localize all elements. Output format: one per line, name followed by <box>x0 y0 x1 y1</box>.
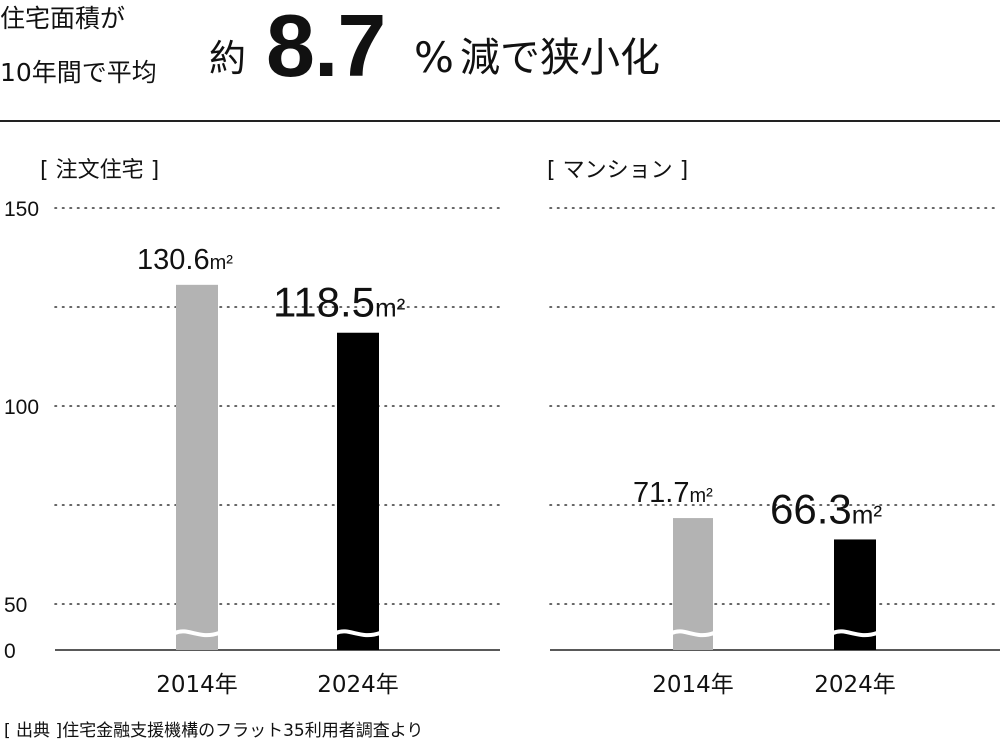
bar <box>176 284 218 650</box>
y-tick-label: 100 <box>4 396 39 419</box>
value-label: 130.6m² <box>137 244 233 276</box>
headline-tail: 減で狭小化 <box>460 35 660 81</box>
headline-number: 8.7 <box>266 0 386 95</box>
y-tick-label: 50 <box>4 594 27 617</box>
bar <box>337 332 379 650</box>
category-label: 2024年 <box>814 672 896 698</box>
category-label: 2014年 <box>652 672 734 698</box>
axis-break-mark <box>832 629 878 638</box>
axis-break-mark <box>174 629 220 638</box>
headline-approx: 約 <box>209 37 246 80</box>
bar <box>673 518 713 650</box>
source-note: [ 出典 ]住宅金融支援機構のフラット35利用者調査より <box>4 721 424 741</box>
bar-charts: 150 100 50 0 130.6m² 2014年 118.5m² 2024年 71.7m² 2… <box>4 198 1000 698</box>
value-label: 118.5m² <box>273 279 406 326</box>
y-tick-label: 150 <box>4 198 39 221</box>
value-label: 71.7m² <box>633 477 713 509</box>
panel-title-condominium: [ マンション ] <box>547 158 689 183</box>
panel-title-custom-home: [ 注文住宅 ] <box>40 158 160 183</box>
headline-line-2: 10年間で平均 <box>0 58 157 87</box>
value-label: 66.3m² <box>770 485 882 532</box>
category-label: 2014年 <box>156 672 238 698</box>
axis-break-mark <box>671 629 715 638</box>
y-tick-label: 0 <box>4 640 16 663</box>
headline-divider <box>0 120 1000 122</box>
category-label: 2024年 <box>317 672 399 698</box>
headline-line-1: 住宅面積が <box>0 4 126 33</box>
headline-percent: % <box>414 33 454 82</box>
axis-break-mark <box>335 629 381 638</box>
